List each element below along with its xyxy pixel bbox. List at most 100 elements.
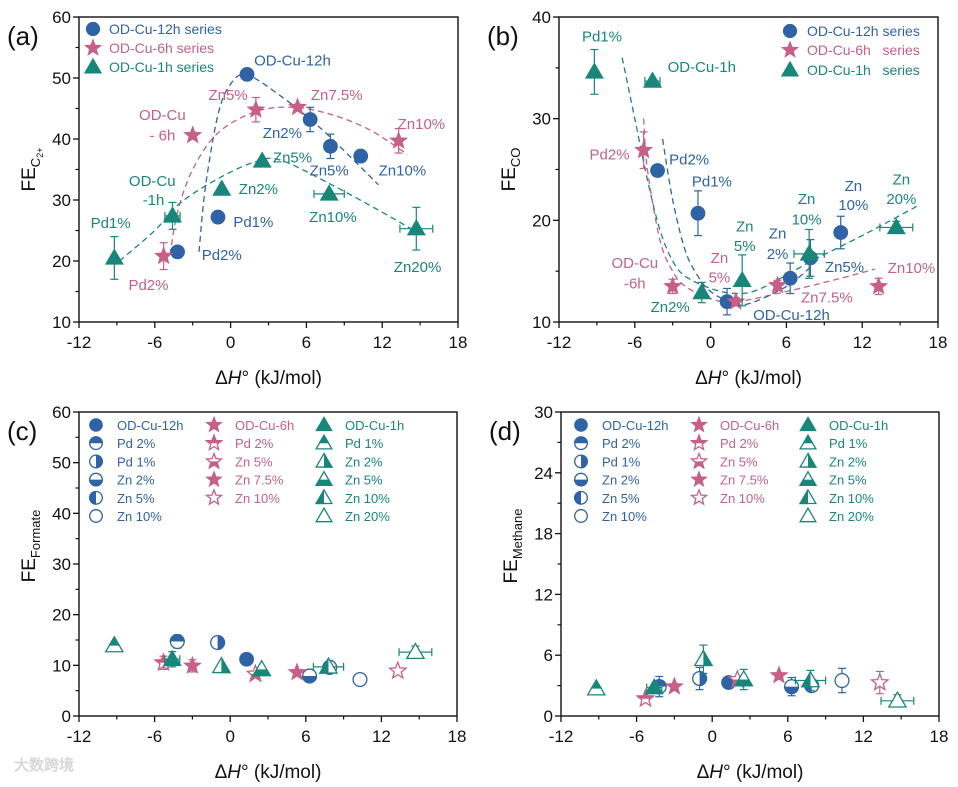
legend-item: Zn 2%: [574, 473, 640, 488]
legend-label: Pd 2%: [117, 436, 156, 451]
data-point-star: [389, 130, 409, 149]
point-annotation: 5%: [734, 238, 756, 255]
data-point-star: [387, 660, 408, 680]
series-od-cu-12h-series: [169, 633, 368, 688]
legend-label: OD-Cu-12h series: [807, 23, 920, 39]
point-annotation: Zn2%: [239, 181, 278, 198]
point-annotation: Zn: [845, 178, 863, 195]
data-point-star: [246, 99, 266, 118]
legend-item: Zn 5%: [89, 491, 155, 506]
legend-item: OD-Cu-12h: [89, 418, 183, 433]
series-od-cu-12h-series: [170, 66, 369, 260]
point-annotation: -6h: [624, 275, 646, 292]
x-axis-label: ΔH° (kJ/mol): [697, 762, 804, 783]
legend-label: OD-Cu-6h series: [807, 42, 920, 58]
panel-label: (d): [489, 416, 521, 446]
point-annotation: Zn: [893, 172, 911, 189]
legend-circle-icon: [89, 418, 103, 432]
legend-item: Zn 10%: [204, 488, 280, 506]
data-point-triangle: [800, 670, 821, 688]
legend-circle-icon: [574, 490, 588, 505]
data-point-triangle: [211, 656, 232, 674]
data-point-triangle: [318, 656, 339, 674]
x-tick-label: -12: [67, 727, 92, 746]
data-point-triangle: [733, 669, 754, 687]
data-point-circle: [302, 112, 318, 127]
point-annotation: Zn5%: [310, 163, 349, 180]
legend-triangle-icon: [798, 452, 818, 468]
data-point-star: [182, 655, 202, 674]
legend-item: Zn 10%: [574, 509, 647, 524]
y-tick-label: 20: [52, 606, 71, 625]
x-tick-label: 6: [783, 727, 792, 746]
legend-label: Zn 20%: [829, 509, 874, 524]
point-annotation: Zn: [736, 218, 754, 235]
legend-label: Zn 10%: [720, 491, 765, 506]
data-point-triangle: [252, 151, 272, 168]
legend-label: Zn 7.5%: [235, 473, 284, 488]
x-axis-label: ΔH° (kJ/mol): [215, 762, 322, 783]
legend-item: Zn 10%: [314, 488, 390, 506]
legend-label: Zn 5%: [235, 454, 273, 469]
x-tick-label: 0: [225, 727, 234, 746]
data-point-circle: [302, 668, 318, 684]
legend-label: Pd 1%: [829, 436, 868, 451]
legend-item: OD-Cu-12h series: [782, 23, 920, 39]
legend-item: OD-Cu-6h: [690, 415, 779, 433]
legend-label: Zn 5%: [345, 473, 383, 488]
point-annotation: 10%: [838, 197, 868, 214]
x-tick-label: 12: [853, 333, 872, 352]
legend-star-icon: [204, 488, 224, 506]
y-tick-label: 30: [52, 191, 71, 210]
data-point-triangle: [642, 71, 662, 88]
data-point-circle: [690, 205, 706, 221]
legend-item: OD-Cu-12h: [574, 418, 668, 433]
y-tick-label: 40: [52, 504, 71, 523]
data-point-triangle: [732, 270, 752, 288]
legend-triangle-icon: [314, 434, 334, 450]
point-annotation: Zn: [798, 191, 816, 208]
legend-item: OD-Cu-1h series: [780, 60, 920, 78]
data-point-circle: [353, 148, 369, 164]
x-tick-label: -6: [627, 333, 642, 352]
point-annotation: Pd2%: [669, 151, 709, 168]
x-tick-label: -6: [629, 727, 644, 746]
point-annotation: Zn5%: [208, 87, 247, 104]
legend-label: OD-Cu-6h series: [109, 40, 214, 56]
point-annotation: Zn7.5%: [311, 87, 363, 104]
data-point-circle: [239, 66, 255, 82]
legend-item: Zn 20%: [314, 506, 390, 524]
point-annotation: 2%: [767, 246, 789, 263]
legend-circle-icon: [574, 418, 588, 432]
data-point-triangle: [692, 282, 712, 300]
legend-label: OD-Cu-6h: [235, 418, 294, 433]
legend-label: Zn 10%: [117, 509, 162, 524]
data-point-triangle: [693, 649, 714, 667]
legend-item: Zn 10%: [689, 488, 765, 506]
point-annotation: Zn: [769, 226, 787, 243]
legend-label: Pd 1%: [345, 436, 384, 451]
legend-label: Zn 5%: [829, 473, 867, 488]
data-point-circle: [169, 633, 185, 650]
point-annotation: Zn10%: [309, 209, 357, 226]
legend-item: Pd 2%: [689, 433, 759, 451]
x-tick-label: -12: [67, 333, 92, 352]
legend-item: OD-Cu-6h series: [780, 40, 920, 58]
legend-label: OD-Cu-1h: [345, 418, 404, 433]
legend-item: Zn 5%: [574, 490, 640, 506]
legend-triangle-icon: [798, 434, 818, 450]
legend-label: Zn 10%: [829, 491, 874, 506]
point-annotation: Zn10%: [888, 260, 936, 277]
y-tick-label: 50: [52, 454, 71, 473]
data-point-circle: [352, 671, 368, 688]
data-point-triangle: [799, 244, 819, 261]
data-point-star: [768, 275, 788, 294]
data-point-triangle: [406, 219, 426, 236]
legend-star-icon: [689, 451, 709, 470]
point-annotation: Zn10%: [398, 116, 446, 133]
point-annotation: Pd1%: [692, 174, 732, 191]
data-point-star: [869, 276, 889, 295]
fit-curve-2: [119, 157, 415, 262]
x-tick-label: 18: [929, 333, 948, 352]
legend-label: Zn 2%: [117, 473, 155, 488]
